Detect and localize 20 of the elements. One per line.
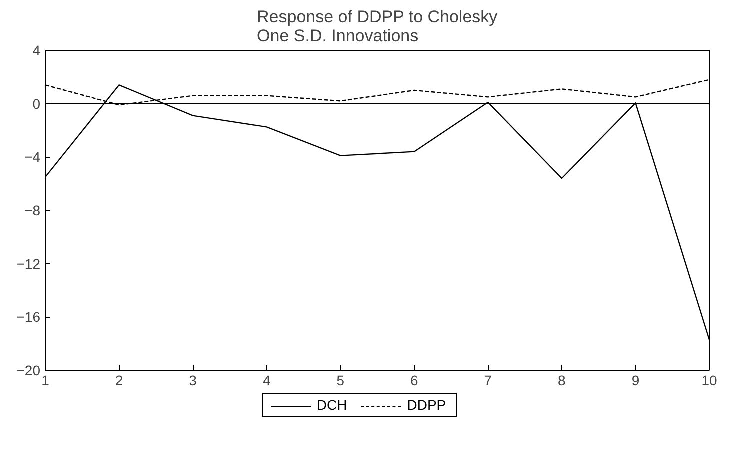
x-tick-label: 9 bbox=[632, 372, 640, 388]
x-tick-label: 10 bbox=[702, 372, 718, 388]
chart-title: Response of DDPP to Cholesky One S.D. Innovations bbox=[257, 8, 498, 46]
x-tick-label: 8 bbox=[558, 372, 566, 388]
x-tick-label: 3 bbox=[189, 372, 198, 388]
x-tick-label: 7 bbox=[484, 372, 492, 388]
x-tick-label: 2 bbox=[115, 372, 124, 388]
y-tick-label: −4 bbox=[24, 149, 41, 166]
y-tick-label: −16 bbox=[16, 309, 41, 326]
legend-label: DDPP bbox=[407, 397, 446, 413]
y-tick-label: −12 bbox=[16, 256, 41, 272]
y-tick-label: −20 bbox=[16, 362, 41, 378]
x-tick-label: 6 bbox=[410, 372, 418, 388]
y-tick-label: 4 bbox=[32, 42, 41, 58]
x-tick-label: 4 bbox=[262, 372, 271, 388]
x-tick-label: 5 bbox=[336, 372, 345, 388]
y-tick-label: 0 bbox=[32, 96, 41, 112]
legend-label: DCH bbox=[316, 397, 348, 413]
x-tick-label: 1 bbox=[42, 372, 50, 388]
y-tick-label: −8 bbox=[24, 202, 41, 218]
